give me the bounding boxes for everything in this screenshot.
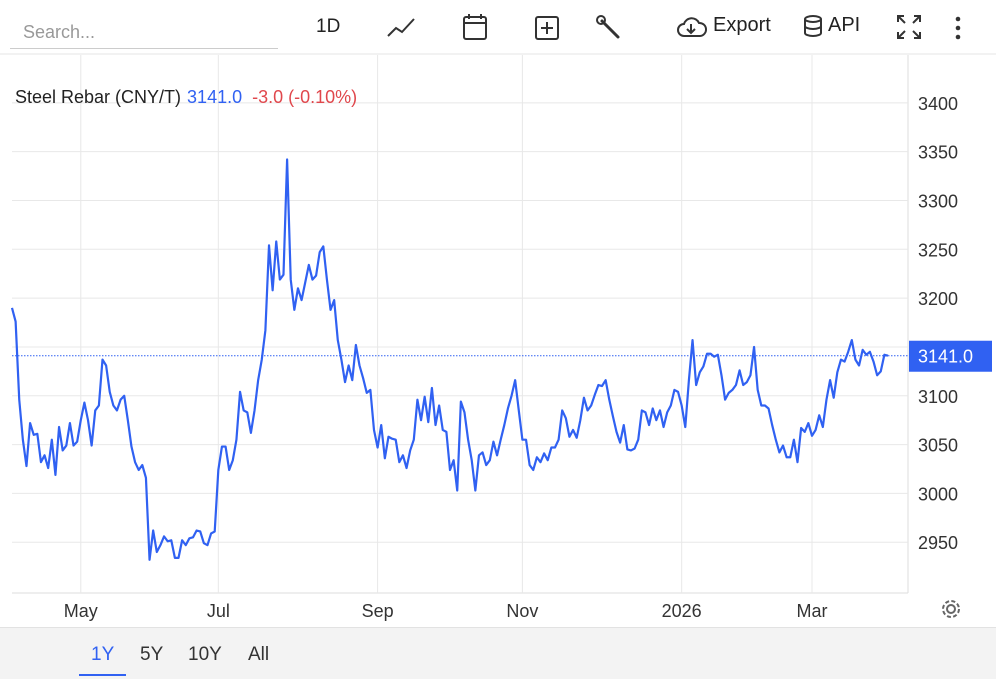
search-box[interactable]: Search...	[10, 15, 278, 49]
range-button[interactable]: 5Y	[140, 644, 164, 665]
api-button[interactable]: API	[828, 14, 861, 36]
x-tick-label: May	[64, 601, 98, 621]
window-icons	[897, 15, 961, 40]
export-button[interactable]: Export	[713, 14, 771, 36]
y-tick-label: 3100	[918, 387, 958, 407]
range-button[interactable]: All	[248, 644, 270, 665]
last-price-label: 3141.0	[918, 347, 973, 367]
calendar-icon[interactable]	[463, 14, 487, 40]
search-placeholder: Search...	[23, 22, 96, 42]
chart: 2950300030503100315032003250330033503400…	[0, 53, 996, 621]
export-icon[interactable]	[676, 14, 708, 40]
api-icon[interactable]	[802, 13, 824, 41]
range-button[interactable]: 1Y	[78, 644, 127, 676]
chart-type-icon[interactable]	[387, 18, 415, 37]
y-tick-label: 3250	[918, 240, 958, 260]
x-tick-label: 2026	[662, 601, 702, 621]
interval-button[interactable]: 1D	[316, 16, 341, 37]
y-tick-label: 3200	[918, 289, 958, 309]
y-tick-label: 3000	[918, 484, 958, 504]
y-tick-label: 3400	[918, 94, 958, 114]
menu-icon[interactable]	[955, 16, 961, 40]
range-button[interactable]: 10Y	[188, 644, 222, 665]
x-tick-label: Jul	[207, 601, 230, 621]
last-price-box	[909, 340, 992, 372]
x-tick-label: Sep	[362, 601, 394, 621]
toolbar-icons	[387, 14, 620, 40]
y-tick-label: 2950	[918, 533, 958, 553]
y-tick-label: 3300	[918, 191, 958, 211]
legend: Steel Rebar (CNY/T) 3141.0 -3.0 (-0.10%)	[15, 87, 357, 107]
settings-icon[interactable]	[942, 600, 960, 618]
y-tick-label: 3050	[918, 436, 958, 456]
price-line	[10, 158, 889, 561]
tools-icon[interactable]	[596, 15, 620, 39]
legend-change: -3.0 (-0.10%)	[252, 87, 357, 107]
add-indicator-icon[interactable]	[535, 16, 559, 40]
y-tick-label: 3350	[918, 143, 958, 163]
fullscreen-icon[interactable]	[897, 15, 921, 39]
legend-title: Steel Rebar (CNY/T)	[15, 87, 181, 107]
x-tick-label: Mar	[796, 601, 827, 621]
x-tick-label: Nov	[506, 601, 538, 621]
range-bar: 1Y 5Y 10Y All	[0, 627, 996, 679]
legend-last-value: 3141.0	[187, 87, 242, 107]
